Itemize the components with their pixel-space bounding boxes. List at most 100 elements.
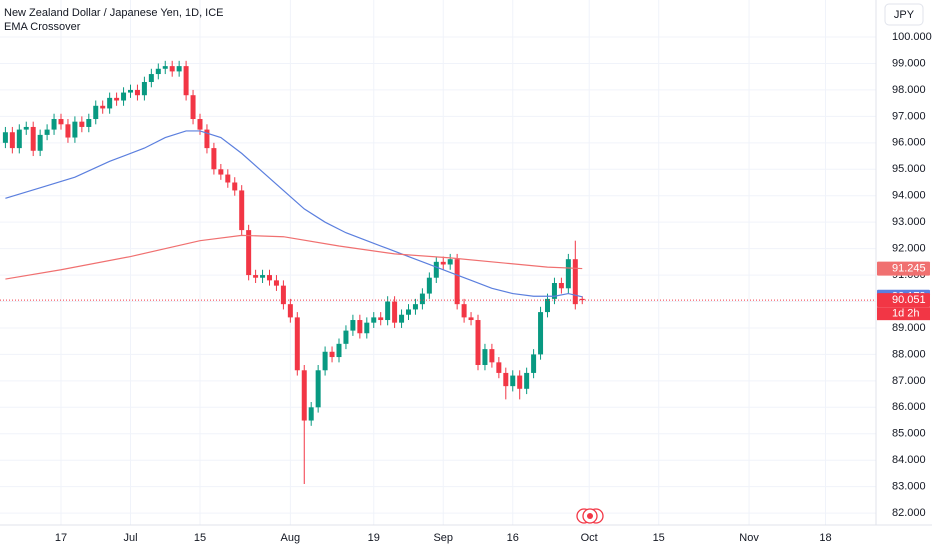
price-tag [877, 293, 930, 308]
y-tick-label: 98.000 [892, 84, 926, 96]
currency-label: JPY [894, 9, 915, 21]
x-tick-label: 18 [819, 532, 831, 544]
y-tick-label: 97.000 [892, 110, 926, 122]
candle-body [148, 74, 154, 82]
candle-body [489, 349, 495, 363]
candle-body [107, 97, 113, 109]
candle-body [225, 174, 231, 183]
candle-body [412, 304, 418, 310]
candle-body [531, 354, 537, 373]
candle-body [134, 89, 140, 96]
candle-body [572, 259, 578, 305]
candle-body [538, 312, 544, 355]
y-tick-label: 94.000 [892, 190, 926, 202]
candle-body [315, 370, 321, 408]
candle-body [496, 362, 502, 373]
candle-body [2, 132, 8, 143]
candle-body [44, 129, 50, 135]
candle-body [329, 351, 335, 358]
x-tick-label: 19 [368, 532, 380, 544]
price-tag [877, 261, 930, 276]
candle-body [426, 277, 432, 294]
price-tag-label: 91.245 [892, 262, 926, 274]
candle-body [558, 282, 564, 289]
events-icon[interactable] [576, 508, 604, 524]
candle-body [190, 95, 196, 120]
candle-body [100, 105, 106, 109]
candle-body [406, 309, 411, 315]
countdown-tag [877, 307, 930, 321]
candle-body [267, 275, 272, 281]
candle-body [162, 66, 168, 69]
candle-body [524, 372, 530, 389]
candle-body [301, 370, 307, 421]
candle-body [510, 375, 516, 387]
candle-body [51, 119, 57, 130]
y-tick-label: 93.000 [892, 216, 926, 228]
y-tick-label: 99.000 [892, 57, 926, 69]
candle-body [141, 81, 147, 96]
candle-body [65, 124, 71, 138]
candle-body [30, 126, 36, 151]
candle-body [155, 68, 161, 75]
y-tick-label: 84.000 [892, 454, 926, 466]
candle-body [399, 314, 405, 323]
candle-body [218, 169, 224, 175]
candle-body [447, 259, 453, 265]
x-tick-label: Sep [433, 532, 453, 544]
x-tick-label: 15 [653, 532, 665, 544]
ema-line [5, 130, 583, 298]
y-tick-label: 83.000 [892, 481, 926, 493]
x-tick-label: Oct [581, 532, 598, 544]
candle-body [343, 330, 349, 344]
candle-body [114, 97, 120, 101]
candle-body [468, 317, 474, 321]
y-tick-label: 86.000 [892, 401, 926, 413]
y-tick-label: 85.000 [892, 428, 926, 440]
candle-body [260, 275, 266, 278]
candle-body [482, 349, 488, 365]
y-tick-label: 95.000 [892, 163, 926, 175]
currency-button[interactable] [884, 3, 924, 26]
y-tick-label: 89.000 [892, 322, 926, 334]
candle-body [350, 320, 356, 331]
price-tag-label: 90.051 [892, 294, 926, 306]
candle-body [93, 105, 99, 120]
candle-body [419, 293, 425, 305]
x-tick-label: Jul [123, 532, 137, 544]
y-tick-label: 82.000 [892, 507, 926, 519]
candle-body [169, 66, 175, 72]
candle-body [565, 259, 571, 289]
x-tick-label: 16 [507, 532, 519, 544]
candle-body [385, 301, 391, 321]
candle-body [253, 275, 259, 278]
chart-title: New Zealand Dollar / Japanese Yen, 1D, I… [4, 7, 224, 19]
candle-body [294, 317, 300, 371]
indicator-name: EMA Crossover [4, 21, 81, 33]
candle-body [197, 119, 203, 130]
y-tick-label: 88.000 [892, 348, 926, 360]
candle-body [308, 407, 314, 421]
candle-body [239, 190, 245, 231]
candle-body [357, 320, 363, 334]
candle-body [454, 259, 460, 305]
x-tick-label: Nov [739, 532, 759, 544]
ema-line [5, 234, 583, 280]
candle-body [273, 280, 279, 286]
candle-body [440, 261, 446, 265]
candle-body [322, 351, 328, 371]
countdown-label: 1d 2h [892, 308, 920, 320]
candle-body [517, 375, 523, 389]
candle-body [79, 121, 85, 127]
candle-body [211, 148, 217, 170]
candle-body [371, 317, 377, 323]
candle-body [364, 322, 370, 334]
candle-body [232, 182, 238, 191]
candle-body [128, 89, 133, 93]
candle-body [37, 134, 43, 151]
candle-body [204, 129, 210, 149]
candle-body [176, 66, 182, 72]
candle-body [336, 343, 342, 358]
candle-body [287, 304, 293, 318]
candle-body [475, 320, 481, 365]
